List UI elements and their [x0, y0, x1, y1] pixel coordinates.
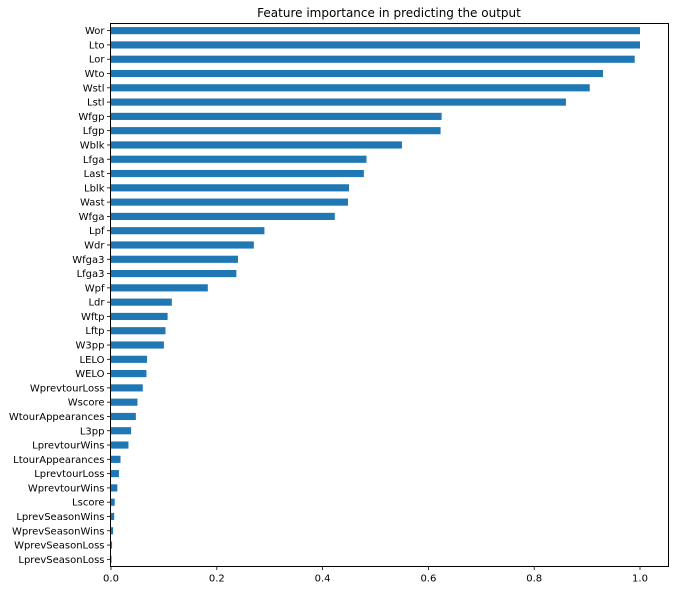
category-label-Lpf: Lpf [89, 226, 105, 237]
category-label-LprevtourWins: LprevtourWins [32, 441, 104, 452]
bar-WprevSeasonWins [111, 527, 114, 535]
category-label-Wpf: Wpf [85, 283, 105, 294]
x-tick-label: 0.6 [420, 574, 436, 585]
bar-Wftp [111, 312, 168, 321]
category-label-L3pp: L3pp [80, 426, 105, 437]
bar-Lor [111, 55, 635, 63]
category-label-Wdr: Wdr [84, 240, 105, 251]
bar-Wstl [111, 84, 590, 92]
bar-Wfgp [111, 112, 442, 120]
category-label-WELO: WELO [75, 369, 104, 380]
bar-WprevtourWins [111, 484, 118, 492]
plot-frame [110, 23, 669, 567]
bar-Lfga3 [111, 269, 237, 278]
category-label-WtourAppearances: WtourAppearances [9, 412, 105, 423]
category-label-Wfgp: Wfgp [78, 112, 104, 123]
category-label-Lscore: Lscore [72, 498, 104, 509]
bar-Lto [111, 41, 640, 49]
bar-Wfga3 [111, 255, 238, 263]
bar-Lblk [111, 184, 350, 192]
x-tick-label: 0.4 [315, 574, 331, 585]
category-label-Lfga: Lfga [83, 155, 105, 166]
category-label-Ldr: Ldr [88, 298, 105, 309]
bar-Wto [111, 69, 603, 78]
bar-Lstl [111, 98, 566, 106]
bar-Lpf [111, 227, 265, 235]
category-label-WprevtourWins: WprevtourWins [28, 483, 105, 494]
bar-Ldr [111, 298, 172, 306]
category-label-WprevSeasonLoss: WprevSeasonLoss [14, 541, 104, 552]
category-label-Wor: Wor [85, 26, 105, 37]
x-tick-label: 0.2 [209, 574, 225, 585]
category-label-LELO: LELO [80, 355, 105, 366]
category-label-Lblk: Lblk [84, 183, 105, 194]
bar-Wfga [111, 212, 335, 220]
category-label-LtourAppearances: LtourAppearances [13, 455, 104, 466]
bar-LtourAppearances [111, 455, 121, 463]
category-label-Wto: Wto [85, 69, 105, 80]
bar-Wpf [111, 284, 208, 292]
category-label-WprevtourLoss: WprevtourLoss [30, 383, 105, 394]
category-label-Last: Last [84, 169, 105, 180]
category-label-Wftp: Wftp [81, 312, 105, 323]
bar-Wor [111, 27, 640, 35]
category-label-Lstl: Lstl [87, 98, 104, 109]
bar-WprevtourLoss [111, 384, 143, 392]
category-label-LprevSeasonLoss: LprevSeasonLoss [18, 555, 104, 566]
category-label-Wast: Wast [80, 198, 105, 209]
bar-Last [111, 169, 364, 178]
category-label-Wblk: Wblk [80, 140, 105, 151]
bar-Wblk [111, 141, 402, 149]
bar-LprevSeasonLoss [111, 555, 112, 563]
category-label-LprevtourLoss: LprevtourLoss [34, 469, 104, 480]
category-label-Wscore: Wscore [68, 398, 105, 409]
category-label-Wfga3: Wfga3 [72, 255, 104, 266]
bar-Wast [111, 198, 348, 206]
bar-W3pp [111, 341, 164, 349]
category-label-Lfga3: Lfga3 [77, 269, 105, 280]
bar-LprevSeasonWins [111, 512, 115, 521]
x-tick-label: 0.0 [103, 574, 119, 585]
category-labels-group: Wor Lto Lor Wto Wstl Lstl Wfgp Lfgp Wblk Lfga Last… [9, 26, 111, 566]
bar-Lscore [111, 498, 115, 506]
bar-Lfgp [111, 127, 441, 135]
category-label-Lfgp: Lfgp [83, 126, 105, 137]
bar-LprevtourLoss [111, 470, 119, 478]
x-tick-label: 0.8 [526, 574, 542, 585]
category-label-Lftp: Lftp [85, 326, 104, 337]
bar-L3pp [111, 427, 132, 435]
category-label-WprevSeasonWins: WprevSeasonWins [12, 526, 105, 537]
x-tick-label: 1.0 [632, 574, 648, 585]
category-label-Lto: Lto [89, 40, 105, 51]
category-label-Wfga: Wfga [79, 212, 105, 223]
bar-WtourAppearances [111, 412, 136, 421]
bar-Lfga [111, 155, 367, 163]
category-label-Lor: Lor [89, 55, 106, 66]
chart-title: Feature importance in predicting the out… [257, 6, 521, 20]
bar-WprevSeasonLoss [111, 541, 113, 549]
bar-LELO [111, 355, 147, 363]
category-label-LprevSeasonWins: LprevSeasonWins [16, 512, 104, 523]
bar-LprevtourWins [111, 441, 129, 449]
bar-WELO [111, 370, 147, 378]
bar-Wscore [111, 398, 138, 406]
x-axis-ticks-group: 0.0 0.2 0.4 0.6 0.8 1.0 [103, 566, 648, 585]
category-label-W3pp: W3pp [76, 341, 105, 352]
category-label-Wstl: Wstl [83, 83, 105, 94]
bar-Wdr [111, 241, 254, 249]
bar-Lftp [111, 327, 166, 335]
bars-group [111, 27, 640, 563]
